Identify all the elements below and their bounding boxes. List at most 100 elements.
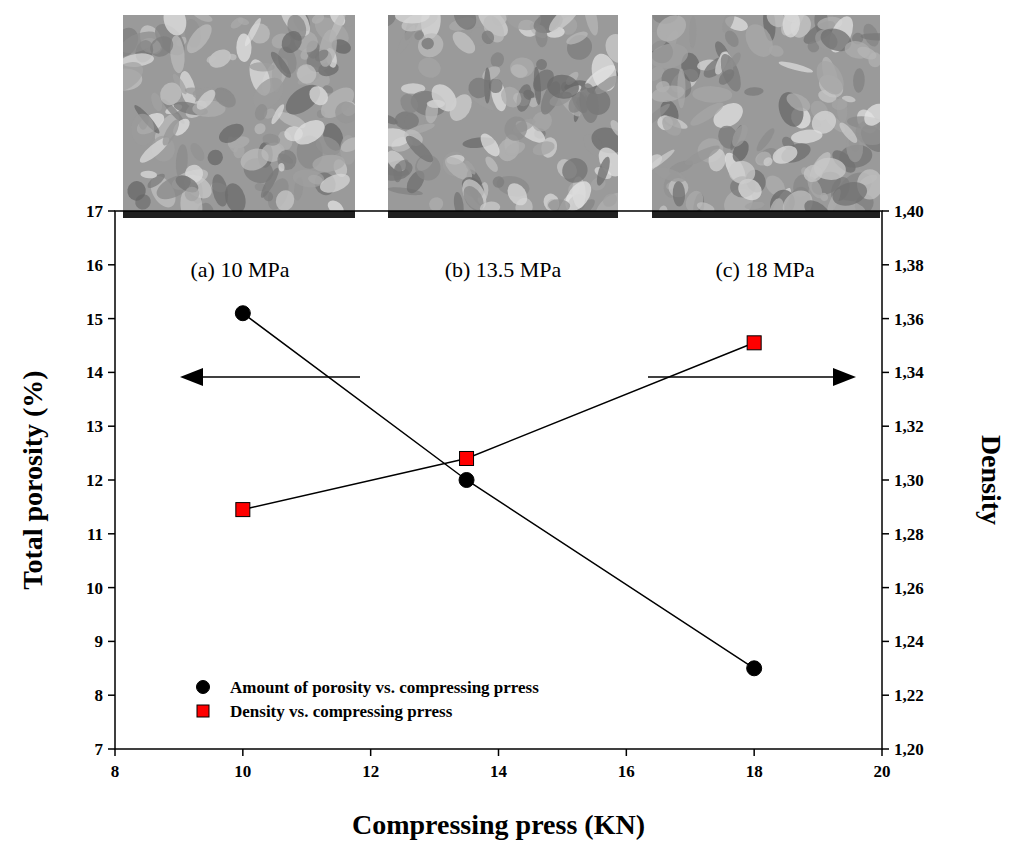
annotation: (c) 18 MPa (716, 257, 815, 282)
grain (658, 112, 685, 139)
y2-tick (882, 694, 889, 696)
grain (811, 56, 849, 99)
x-tick (114, 749, 116, 756)
grain (688, 99, 727, 130)
data-point (747, 661, 762, 676)
legend-label: Density vs. compressing prress (230, 702, 453, 721)
grain (853, 68, 865, 93)
x-tick (881, 749, 883, 756)
grain (237, 145, 271, 175)
grain (672, 181, 685, 207)
y2-tick-label: 1,32 (894, 417, 924, 436)
grain (784, 89, 814, 115)
grain (601, 30, 618, 67)
y-tick-label: 8 (95, 686, 104, 705)
grain (236, 33, 252, 62)
legend-marker (197, 681, 210, 694)
y-axis-title: Total porosity (%) (17, 370, 48, 589)
y-tick-label: 16 (86, 256, 103, 275)
grain (533, 67, 542, 106)
micrograph-ground (652, 15, 880, 215)
grain (293, 60, 320, 88)
y2-tick-label: 1,22 (894, 686, 924, 705)
grain (501, 113, 531, 144)
y-tick (108, 533, 115, 535)
grain (716, 66, 737, 87)
grain (778, 59, 814, 74)
y-tick-label: 9 (95, 632, 104, 651)
y-tick (108, 641, 115, 643)
grain (182, 184, 201, 203)
y-tick (108, 372, 115, 374)
y2-tick-label: 1,20 (894, 740, 924, 759)
legend-marker (197, 705, 209, 717)
arrow-line (200, 376, 360, 378)
y-tick (108, 210, 115, 212)
y2-tick (882, 425, 889, 427)
grain (182, 20, 216, 57)
y-tick (108, 748, 115, 750)
y2-tick-label: 1,34 (894, 363, 924, 382)
plot-frame (115, 211, 882, 749)
grain (316, 28, 340, 68)
y2-tick (882, 210, 889, 212)
y-tick (108, 264, 115, 266)
grain (790, 128, 823, 145)
grain (683, 142, 722, 168)
grain (762, 155, 775, 168)
grain (802, 163, 825, 185)
grain (278, 27, 306, 56)
y-tick-label: 10 (86, 579, 103, 598)
y2-tick-label: 1,40 (894, 202, 924, 221)
grain (393, 157, 411, 174)
grain (497, 83, 526, 112)
grain (465, 74, 493, 102)
data-point (747, 336, 761, 350)
data-point (459, 473, 474, 488)
legend-label: Amount of porosity vs. compressing prres… (230, 678, 539, 697)
data-group (235, 306, 761, 676)
grain (262, 133, 281, 147)
chart: 810121416182078910111213141516171,201,22… (0, 0, 1015, 859)
micrograph (388, 15, 618, 215)
grain (565, 29, 590, 47)
grain (492, 176, 505, 189)
y-tick (108, 694, 115, 696)
grain (147, 33, 177, 61)
grain (194, 87, 219, 113)
grain (479, 15, 508, 46)
grain (480, 28, 497, 46)
x-tick-label: 20 (874, 762, 891, 781)
grain (594, 155, 612, 187)
arrow-head (180, 368, 203, 386)
grain (689, 16, 697, 48)
y2-tick (882, 533, 889, 535)
grain (313, 47, 331, 63)
micrograph-ground (123, 15, 355, 215)
grain (140, 170, 157, 179)
micrographs (102, 0, 894, 230)
data-point (460, 451, 474, 465)
grain (204, 147, 226, 169)
grain (188, 141, 208, 164)
grain (770, 143, 800, 167)
y-tick-label: 15 (86, 310, 103, 329)
grain (210, 83, 239, 111)
y2-tick (882, 372, 889, 374)
grain (333, 100, 355, 125)
x-tick-label: 18 (746, 762, 763, 781)
grain (717, 51, 745, 94)
x-tick-label: 16 (618, 762, 635, 781)
grain (781, 15, 801, 25)
grain (753, 149, 774, 169)
grain (149, 91, 164, 112)
grain (503, 139, 527, 159)
x-tick-label: 10 (234, 762, 251, 781)
grain (720, 15, 737, 34)
y2-tick (882, 318, 889, 320)
grain (237, 17, 250, 27)
scale-strip (123, 211, 355, 218)
x-tick (753, 749, 755, 756)
grain (546, 73, 581, 101)
grain (831, 98, 848, 110)
